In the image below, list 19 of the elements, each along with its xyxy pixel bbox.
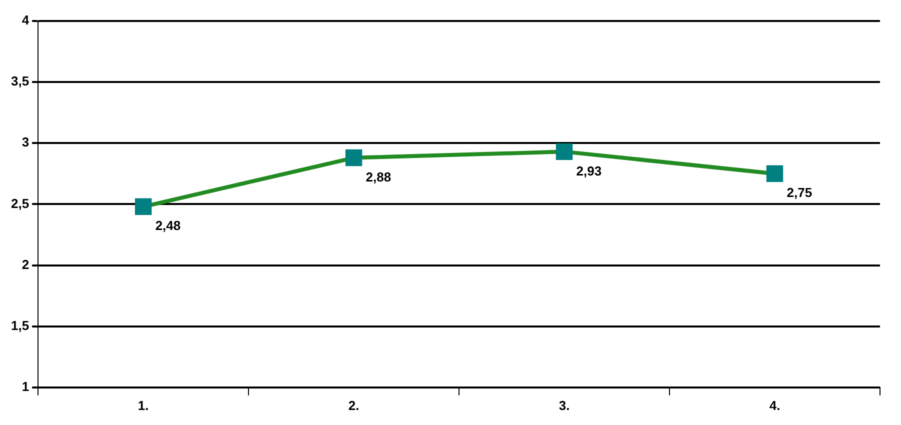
data-label: 2,93 <box>576 163 602 178</box>
y-tick-label: 2 <box>22 256 30 272</box>
point <box>345 149 362 166</box>
y-tick-label: 3 <box>22 134 30 150</box>
y-tick-label: 4 <box>22 12 30 28</box>
y-tick-label: 3,5 <box>10 74 30 89</box>
y-tick-label: 1 <box>22 378 30 394</box>
point <box>134 198 152 216</box>
y-tick-label: 1,5 <box>10 318 30 333</box>
x-tick-label: 3. <box>558 398 570 413</box>
x-tick-label: 2. <box>348 398 360 413</box>
x-tick-label: 1. <box>138 398 149 413</box>
x-tick-label: 4. <box>769 398 780 413</box>
point <box>556 143 573 160</box>
y-tick-label: 2,5 <box>10 196 30 211</box>
data-label: 2,88 <box>366 169 392 184</box>
point <box>766 165 784 182</box>
data-label: 2,75 <box>786 185 812 200</box>
data-label: 2,48 <box>155 218 181 234</box>
